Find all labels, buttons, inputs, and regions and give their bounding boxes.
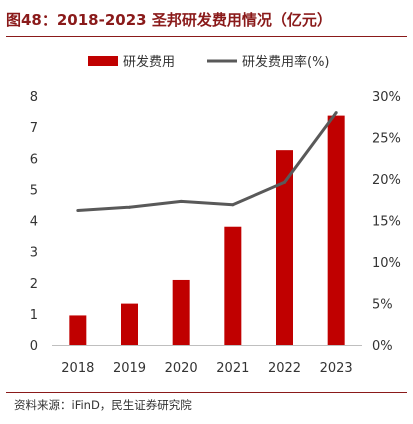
x-axis: 2018 2019 2020 2021 2022 2023 [52,345,362,376]
line-point [334,111,338,115]
bar [327,115,345,345]
left-tick-label: 1 [30,308,38,323]
source-note: 资料来源：iFinD，民生证券研究院 [14,398,192,412]
line-point [283,180,286,184]
source-rule [6,392,407,393]
bar [172,279,190,345]
x-tick-label: 2023 [320,361,353,376]
left-axis: 0 1 2 3 4 5 6 7 8 [30,90,38,354]
bar [224,226,242,345]
right-axis: 0% 5% 10% 15% 20% 25% 30% [372,90,401,354]
x-tick-label: 2018 [61,361,94,376]
left-tick-label: 6 [30,152,38,167]
line-point [76,209,80,213]
bar [69,315,87,345]
legend: 研发费用 研发费用率(%) [88,54,330,70]
legend-label-bar: 研发费用 [123,54,175,70]
legend-swatch-bar [88,56,118,66]
left-tick-label: 3 [30,246,38,261]
legend-label-line: 研发费用率(%) [242,54,330,70]
right-tick-label: 25% [372,132,401,147]
left-tick-label: 4 [30,215,38,230]
title-rule [6,36,407,37]
line-point [179,199,183,203]
line-point [128,205,131,209]
line-series [76,111,338,213]
bar [121,303,138,345]
bar [276,150,293,345]
bar-series [69,115,345,345]
series-line [77,111,338,212]
right-tick-label: 0% [372,339,393,354]
line-point [231,203,235,207]
right-tick-label: 30% [372,90,401,105]
right-tick-label: 5% [372,298,393,313]
left-tick-label: 5 [30,183,38,198]
right-tick-label: 20% [372,173,401,188]
figure-title: 图48：2018-2023 圣邦研发费用情况（亿元） [6,11,332,29]
x-tick-label: 2020 [165,361,198,376]
left-tick-label: 2 [30,277,38,292]
left-tick-label: 7 [30,121,38,136]
right-tick-label: 15% [372,215,401,230]
left-tick-label: 0 [30,339,38,354]
x-tick-label: 2022 [268,361,301,376]
x-tick-label: 2019 [113,361,146,376]
chart: 研发费用 研发费用率(%) 0 1 2 3 4 5 6 7 8 0% 5% 10% 15% 20% 25% 3… [30,54,401,376]
x-tick-label: 2021 [216,361,249,376]
left-tick-label: 8 [30,90,38,105]
right-tick-label: 10% [372,256,401,271]
